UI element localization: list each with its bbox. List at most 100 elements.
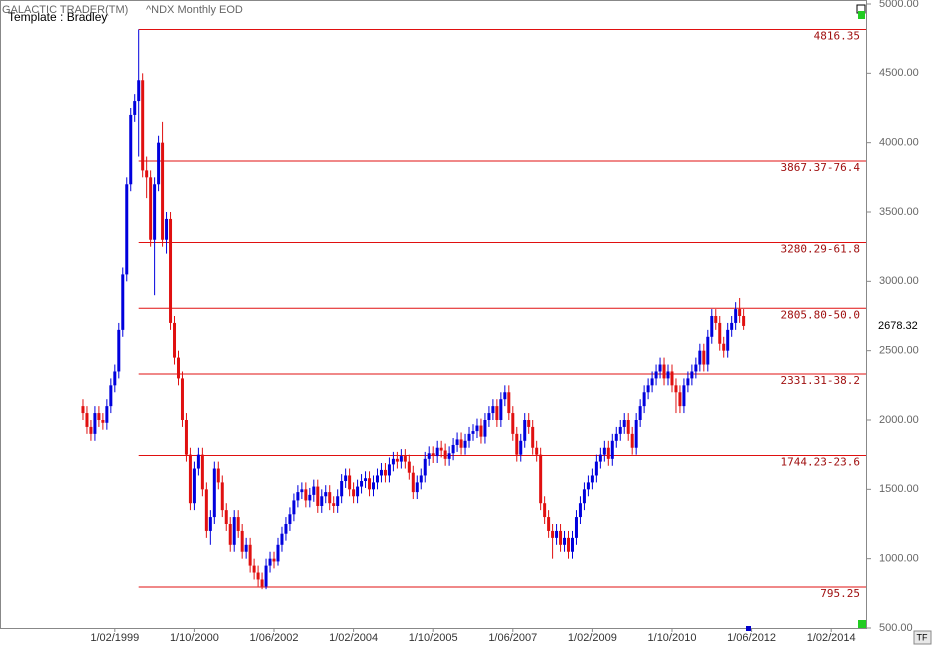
candle-body [391, 458, 395, 465]
candle-body [610, 440, 614, 459]
candle-body [153, 184, 157, 240]
candle-body [125, 184, 129, 275]
level-label: 795.25 [820, 587, 860, 600]
candle-body [423, 458, 427, 476]
candle-body [726, 329, 730, 351]
candle-body [662, 364, 666, 379]
candle-body [256, 572, 260, 580]
candle-body [340, 481, 344, 497]
candle-body [176, 357, 180, 379]
candle-body [419, 475, 423, 483]
candle-body [459, 439, 463, 448]
candle-body [93, 413, 97, 434]
candle-body [674, 385, 678, 393]
candle-body [375, 475, 379, 483]
candle-body [336, 496, 340, 506]
candle-body [113, 371, 117, 386]
tf-button-bg[interactable] [913, 630, 932, 645]
y-tick-label: 1500.00 [879, 483, 919, 495]
y-tick-label: 4000.00 [879, 137, 919, 149]
x-tick-label: 1/06/2012 [727, 632, 776, 644]
candle-body [602, 447, 606, 455]
symbol-title: ^NDX Monthly EOD [146, 4, 243, 16]
candle-body [141, 80, 145, 171]
candle-body [714, 316, 718, 323]
candle-body [204, 489, 208, 531]
candle-body [515, 433, 519, 455]
candle-body [105, 406, 109, 423]
candle-body [280, 533, 284, 545]
candle-body [372, 482, 376, 490]
x-tick-label: 1/10/2000 [170, 632, 219, 644]
candle-body [228, 524, 232, 545]
candle-body [288, 514, 292, 524]
candle-body [145, 170, 149, 178]
candle-body [403, 456, 407, 462]
candle-body [614, 433, 618, 441]
candle-body [706, 336, 710, 365]
candle-body [507, 392, 511, 414]
candle-body [594, 461, 598, 476]
candle-body [407, 461, 411, 473]
level-label: 4816.35 [814, 29, 860, 42]
candle-body [495, 406, 499, 420]
candle-body [85, 413, 89, 427]
indicator [746, 626, 751, 631]
candle-body [690, 371, 694, 379]
candle-body [570, 537, 574, 552]
tf-button[interactable]: TF [913, 630, 932, 645]
tf-button-label[interactable]: TF [917, 632, 928, 642]
plot-frame [0, 0, 867, 629]
candle-body [387, 464, 391, 476]
y-tick-label: 500.00 [879, 622, 913, 634]
candle-body [447, 453, 451, 459]
candle-body [89, 426, 93, 434]
x-tick-label: 1/06/2007 [488, 632, 537, 644]
candle-body [694, 364, 698, 372]
candle-body [435, 447, 439, 457]
candle-body [220, 482, 224, 511]
y-tick-label: 3500.00 [879, 206, 919, 218]
candle-body [332, 503, 336, 506]
candle-body [491, 406, 495, 414]
candle-body [284, 524, 288, 534]
candle-body [519, 440, 523, 455]
candle-body [483, 420, 487, 437]
candle-body [137, 80, 141, 102]
candle-body [149, 177, 153, 240]
candle-body [224, 510, 228, 524]
candle-body [129, 114, 133, 185]
candle-body [686, 378, 690, 386]
candle-body [212, 468, 216, 518]
candle-body [240, 530, 244, 552]
candle-body [165, 218, 169, 240]
candle-body [427, 453, 431, 459]
candle-body [304, 489, 308, 501]
candle-body [630, 433, 634, 448]
candle-body [503, 392, 507, 400]
candle-body [574, 517, 578, 538]
candle-body [670, 371, 674, 386]
candle-body [650, 378, 654, 386]
candle-body [439, 447, 443, 451]
candle-body [734, 309, 738, 323]
x-tick-label: 1/10/2010 [648, 632, 697, 644]
candle-body [511, 413, 515, 434]
candle-body [161, 142, 165, 240]
candle-body [300, 489, 304, 493]
candle-body [184, 420, 188, 455]
candle-body [216, 468, 220, 483]
indicator [858, 11, 865, 19]
level-label: 3867.37-76.4 [781, 161, 861, 174]
candle-body [133, 101, 137, 115]
candle-body [328, 492, 332, 504]
candle-body [244, 544, 248, 552]
candle-body [463, 440, 467, 448]
candle-body [411, 472, 415, 493]
x-tick-label: 1/02/2014 [807, 632, 856, 644]
candle-body [499, 399, 503, 420]
x-tick-label: 1/10/2005 [409, 632, 458, 644]
y-tick-label: 4500.00 [879, 67, 919, 79]
